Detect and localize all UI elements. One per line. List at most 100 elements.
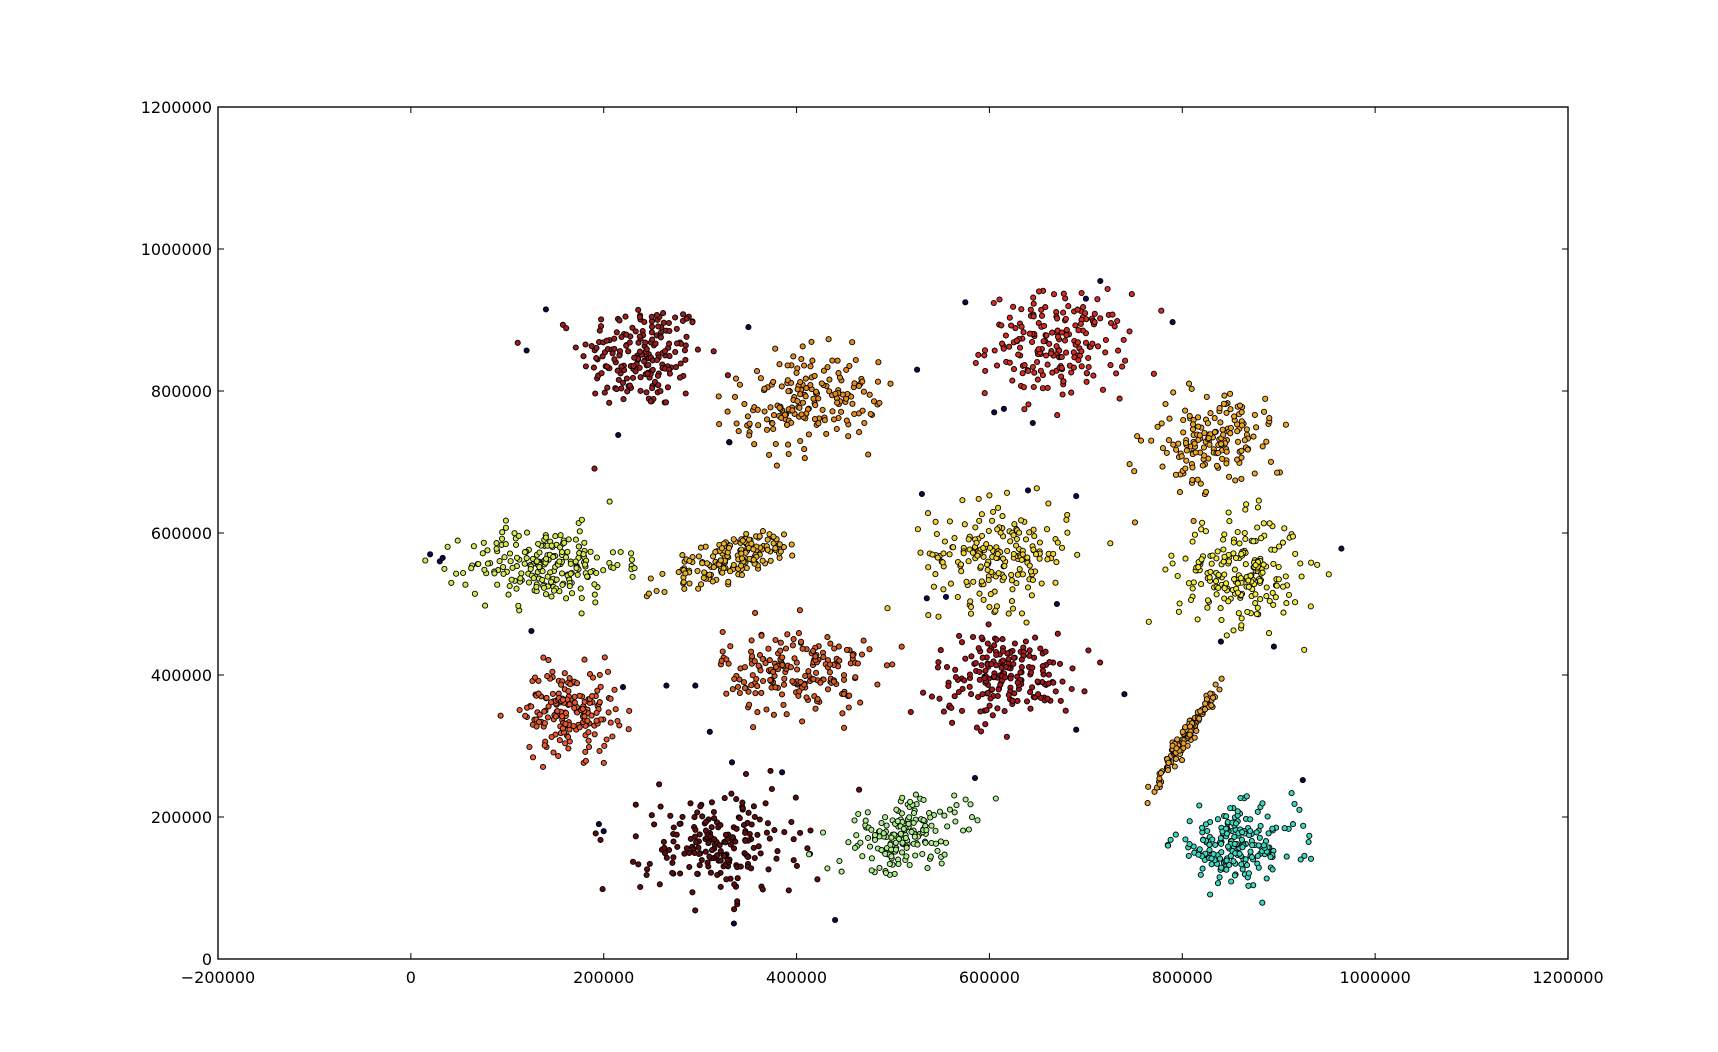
data-point <box>1228 878 1235 885</box>
data-point <box>1202 700 1209 707</box>
data-point <box>789 407 796 414</box>
data-point <box>807 381 814 389</box>
data-point <box>1201 452 1208 459</box>
data-point <box>787 664 794 671</box>
data-point <box>785 887 792 894</box>
data-point <box>1020 384 1027 391</box>
data-point <box>1150 370 1157 377</box>
data-point <box>1043 352 1050 359</box>
data-point <box>780 701 787 708</box>
data-point <box>1199 519 1206 526</box>
data-point <box>575 543 582 550</box>
data-point <box>1021 362 1028 369</box>
data-point <box>695 585 702 592</box>
data-point <box>819 406 826 413</box>
data-point <box>1074 306 1081 313</box>
data-point <box>1062 707 1069 714</box>
data-point <box>1037 645 1044 652</box>
data-point <box>750 803 757 810</box>
noise-point <box>1073 493 1080 500</box>
data-point <box>983 541 990 548</box>
data-point <box>972 524 979 531</box>
data-point <box>1314 561 1321 568</box>
data-point <box>986 544 994 551</box>
data-point <box>1223 580 1230 587</box>
data-point <box>1119 363 1126 370</box>
data-point <box>846 692 853 699</box>
data-point <box>923 827 930 834</box>
data-point <box>596 699 603 706</box>
data-point <box>576 528 583 535</box>
data-point <box>1211 415 1218 422</box>
data-point <box>962 655 969 662</box>
data-point <box>934 664 941 671</box>
data-point <box>1255 864 1262 871</box>
data-point <box>749 653 756 660</box>
data-point <box>563 325 570 332</box>
data-point <box>1008 571 1015 578</box>
data-point <box>1049 329 1056 336</box>
data-point <box>559 696 567 703</box>
data-point <box>493 540 500 547</box>
data-point <box>581 713 588 720</box>
data-point <box>882 850 889 857</box>
data-point <box>1013 542 1020 549</box>
data-point <box>1270 560 1277 567</box>
data-point <box>934 554 941 561</box>
data-point <box>932 840 940 847</box>
data-point <box>722 831 729 838</box>
data-point <box>1238 861 1245 868</box>
data-point <box>453 570 460 577</box>
data-point <box>820 654 827 661</box>
data-point <box>979 654 986 661</box>
data-point <box>656 881 663 888</box>
data-point <box>1291 800 1298 807</box>
data-point <box>738 550 745 557</box>
data-point <box>1260 520 1267 527</box>
data-point <box>798 411 805 418</box>
data-point <box>928 822 935 829</box>
data-point <box>801 455 808 462</box>
data-point <box>899 839 906 846</box>
data-point <box>999 657 1006 664</box>
data-point <box>1266 415 1273 422</box>
data-point <box>1206 574 1213 581</box>
data-point <box>584 573 591 580</box>
data-point <box>951 809 958 816</box>
data-point <box>1052 579 1059 586</box>
data-point <box>683 845 690 852</box>
data-point <box>947 580 954 587</box>
data-point <box>536 711 543 718</box>
data-point <box>1046 658 1053 666</box>
data-point <box>587 568 594 576</box>
data-point <box>708 847 716 854</box>
data-point <box>683 315 690 322</box>
data-point <box>750 724 757 731</box>
data-point <box>1014 697 1021 704</box>
data-point <box>920 689 927 696</box>
data-point <box>1157 769 1164 777</box>
data-point <box>770 378 777 385</box>
data-point <box>1090 372 1097 379</box>
data-point <box>770 425 777 433</box>
data-point <box>1019 370 1026 377</box>
data-point <box>1239 866 1246 873</box>
data-point <box>1254 504 1262 511</box>
y-tick-label: 200000 <box>151 808 212 827</box>
data-point <box>670 854 677 861</box>
data-point <box>1030 546 1037 553</box>
data-point <box>1288 790 1295 797</box>
data-point <box>993 362 1001 369</box>
data-point <box>513 554 521 561</box>
cluster-7 <box>884 485 1114 626</box>
data-point <box>646 860 653 867</box>
data-point <box>770 533 777 540</box>
data-point <box>1262 395 1269 402</box>
data-point <box>637 374 644 381</box>
data-point <box>956 632 963 639</box>
data-point <box>830 678 837 685</box>
data-point <box>1056 347 1063 354</box>
x-tick-label: 200000 <box>573 968 634 987</box>
data-point <box>531 674 539 681</box>
data-point <box>958 707 966 714</box>
